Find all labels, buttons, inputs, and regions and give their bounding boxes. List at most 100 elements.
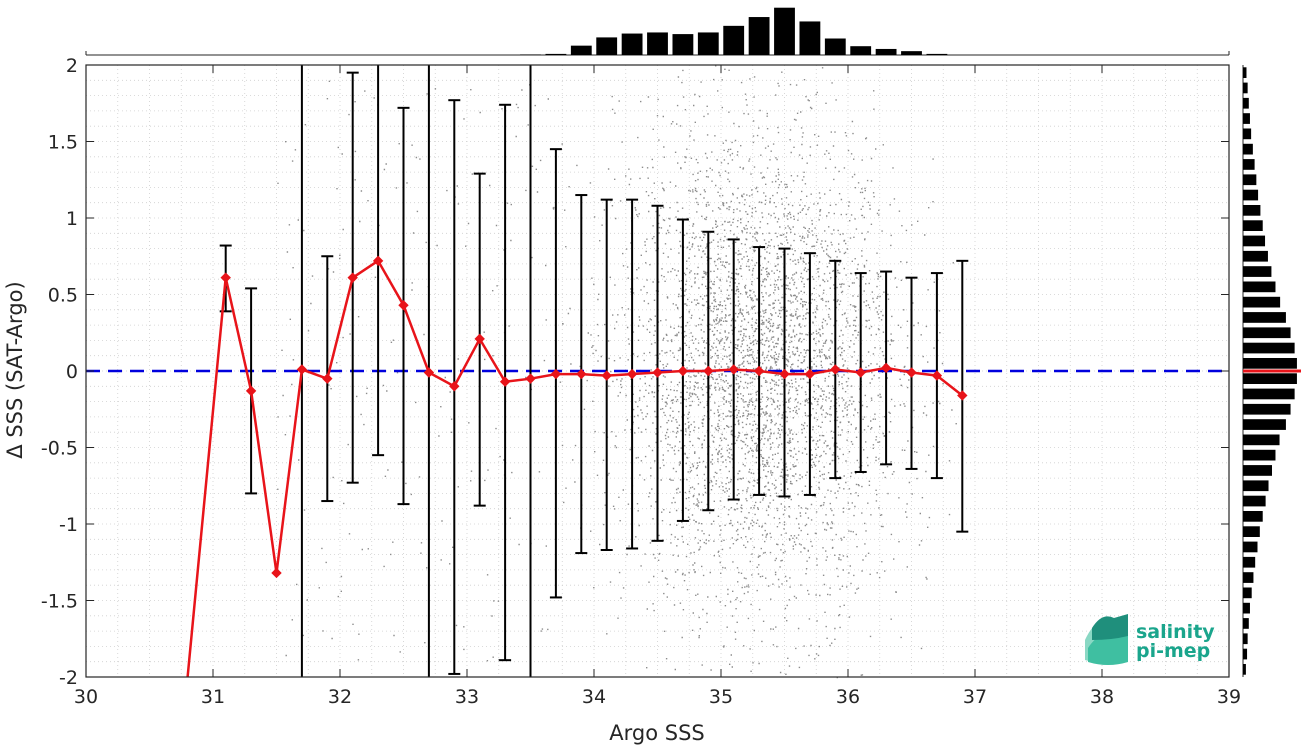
mean-point <box>423 367 435 378</box>
mean-point <box>398 300 409 311</box>
y-tick-label: 0 <box>66 361 78 383</box>
right-histogram-bar <box>1243 159 1255 170</box>
y-tick-label: 1 <box>66 208 78 230</box>
right-histogram-bar <box>1243 97 1249 109</box>
right-histogram-bar <box>1243 266 1272 277</box>
right-histogram-bar <box>1243 648 1248 660</box>
x-tick-label: 37 <box>963 686 987 708</box>
right-histogram-bar <box>1243 174 1257 186</box>
x-tick-label: 33 <box>455 686 479 708</box>
mean-line-layer <box>186 255 968 678</box>
axes <box>85 64 1230 678</box>
right-histogram-bar <box>1243 113 1250 124</box>
salinity-pi-mep-logo: salinity pi-mep <box>1085 614 1215 665</box>
right-histogram-bar <box>1243 220 1263 232</box>
x-tick-label: 39 <box>1217 686 1241 708</box>
right-histogram-bar <box>1243 541 1258 553</box>
mean-point <box>525 373 536 384</box>
mean-point <box>499 376 511 387</box>
logo-line1: salinity <box>1136 621 1215 643</box>
mean-line <box>186 259 964 678</box>
mean-point <box>677 365 689 377</box>
x-tick-label: 38 <box>1090 686 1114 708</box>
top-histogram-bar <box>799 21 821 55</box>
right-histogram-bar <box>1243 189 1259 201</box>
x-axis-label: Argo SSS <box>609 721 704 745</box>
right-histogram-bar <box>1243 633 1248 645</box>
top-histogram-bar <box>672 34 694 55</box>
top-histogram <box>85 7 1230 56</box>
mean-point <box>245 385 257 397</box>
right-histogram-bar <box>1243 67 1247 79</box>
right-histogram-bar <box>1243 572 1254 583</box>
y-tick-label: -1 <box>59 514 78 536</box>
mean-point <box>220 272 231 283</box>
mean-point <box>753 365 765 377</box>
mean-point <box>779 368 790 380</box>
mean-point <box>474 333 485 345</box>
right-histogram-bar <box>1243 618 1249 629</box>
right-histogram <box>1242 65 1301 677</box>
right-histogram-bar <box>1243 510 1263 522</box>
right-histogram-bar <box>1243 128 1252 140</box>
right-histogram-bar <box>1243 663 1246 675</box>
right-histogram-bar <box>1243 204 1261 216</box>
right-histogram-bar <box>1243 357 1297 369</box>
top-histogram-bar <box>697 32 719 55</box>
right-histogram-bar <box>1243 556 1256 568</box>
right-histogram-bar <box>1243 434 1280 446</box>
y-tick-label: -0.5 <box>41 438 78 460</box>
mean-point <box>855 367 866 378</box>
right-histogram-bar <box>1243 465 1272 476</box>
mean-point <box>728 364 739 375</box>
right-histogram-bar <box>1243 296 1281 308</box>
y-tick-label: -2 <box>59 667 78 689</box>
right-histogram-bar <box>1243 388 1295 400</box>
top-histogram-bar <box>596 37 618 55</box>
right-histogram-bar <box>1243 250 1268 262</box>
mean-point <box>931 370 943 381</box>
x-tick-label: 34 <box>582 686 606 708</box>
top-histogram-bar <box>824 38 846 55</box>
top-histogram-bar <box>570 45 592 55</box>
top-histogram-bar <box>926 53 948 55</box>
mean-point <box>271 567 282 579</box>
mean-point <box>906 367 917 378</box>
mean-point <box>576 368 587 380</box>
right-histogram-bar <box>1243 373 1297 385</box>
right-histogram-bar <box>1243 235 1266 247</box>
top-histogram-bar <box>520 54 541 55</box>
y-tick-label: 0.5 <box>48 285 78 307</box>
y-tick-label: 2 <box>66 55 78 77</box>
wave-logo-icon <box>1085 614 1128 665</box>
right-histogram-bar <box>1243 602 1250 614</box>
mean-point <box>626 368 638 380</box>
x-tick-label: 32 <box>328 686 352 708</box>
top-histogram-bar <box>875 48 897 55</box>
right-histogram-bar <box>1243 403 1291 415</box>
right-histogram-bar <box>1243 312 1286 323</box>
logo-line2: pi-mep <box>1136 640 1210 662</box>
mean-point <box>880 362 892 374</box>
mean-point <box>347 272 358 283</box>
mean-point <box>804 368 816 380</box>
right-histogram-bar <box>1243 480 1269 492</box>
right-histogram-bar <box>1243 327 1291 339</box>
mean-point <box>372 255 384 267</box>
x-tick-label: 30 <box>74 686 98 708</box>
x-tick-label: 35 <box>709 686 733 708</box>
mean-point <box>703 365 714 377</box>
mean-point <box>296 364 308 375</box>
top-histogram-bar <box>850 46 872 55</box>
right-histogram-bar <box>1243 526 1260 538</box>
mean-point <box>322 373 333 384</box>
y-axis-label: Δ SSS (SAT-Argo) <box>3 281 27 458</box>
right-histogram-bar <box>1243 587 1252 599</box>
right-histogram-bar <box>1243 82 1248 94</box>
y-tick-label: -1.5 <box>41 591 78 613</box>
top-histogram-bar <box>774 7 795 55</box>
right-histogram-bar <box>1243 342 1295 354</box>
mean-point <box>957 390 968 401</box>
right-histogram-bar <box>1243 495 1266 507</box>
